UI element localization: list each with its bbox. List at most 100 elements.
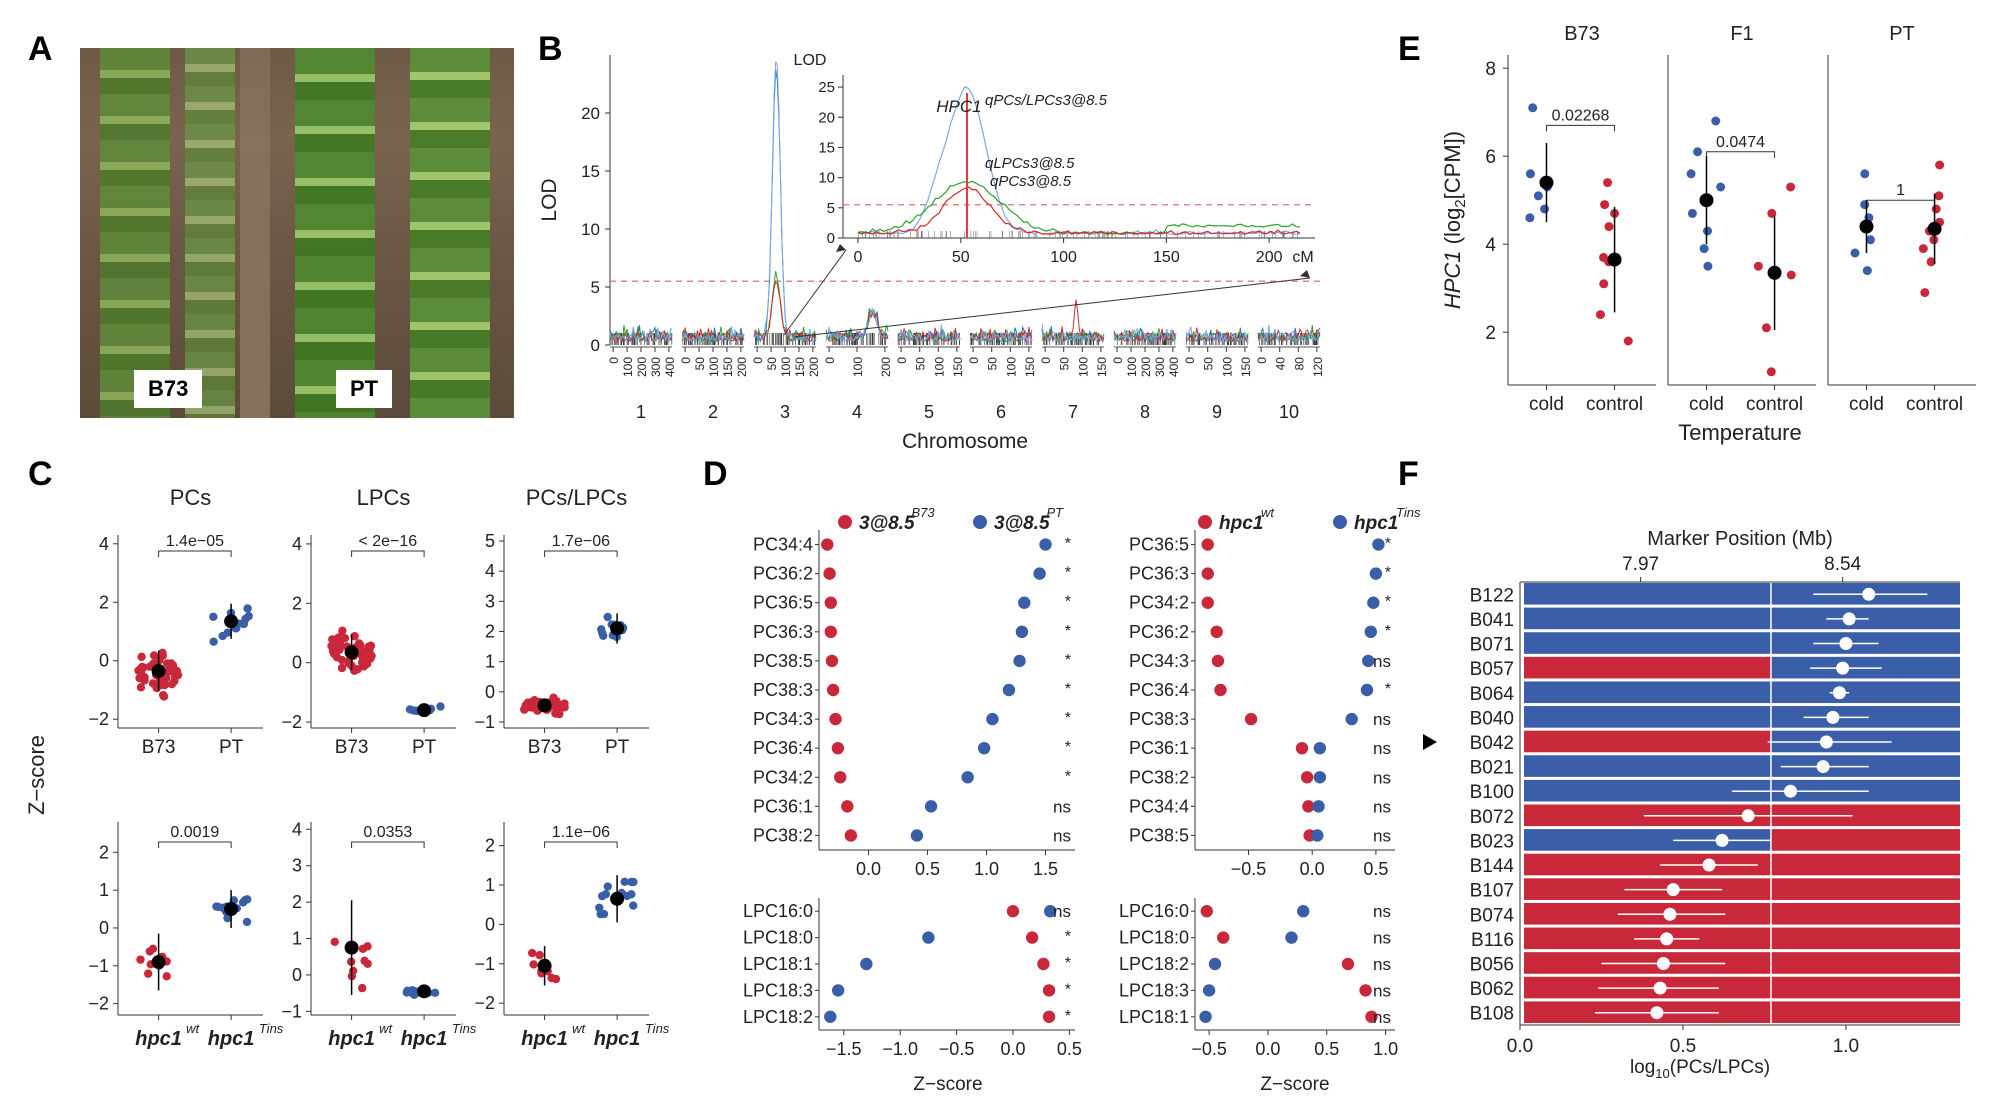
y-tick-label: 15 — [581, 162, 600, 181]
zscore-point-blue — [1033, 567, 1046, 580]
zscore-point-red — [1341, 957, 1355, 971]
category-label: control — [1906, 394, 1963, 415]
inset-background — [843, 75, 1315, 238]
zscore-point-blue — [1372, 538, 1385, 551]
data-point — [1850, 248, 1860, 258]
significance-mark: ns — [1373, 1008, 1391, 1027]
zscore-point-blue — [922, 931, 935, 944]
data-point — [162, 972, 171, 981]
y-tick-label: 2 — [292, 593, 302, 613]
data-point — [1686, 169, 1696, 179]
mean-point — [1656, 956, 1670, 970]
category-label: B73 — [528, 737, 562, 758]
mean-point — [1699, 193, 1714, 208]
mean-point — [610, 891, 625, 906]
x-tick-label: 150 — [721, 357, 735, 377]
chromosome-label: 6 — [996, 402, 1006, 422]
y-tick-label: −2 — [281, 712, 302, 732]
data-point — [1693, 147, 1703, 157]
data-point — [1703, 226, 1713, 236]
mean-point — [344, 940, 359, 955]
haplotype-segment-left — [1524, 632, 1771, 654]
significance-bracket — [1545, 124, 1616, 132]
data-point — [629, 877, 638, 887]
zscore-point-red — [1006, 905, 1020, 918]
x-tick-label: 1.5 — [1033, 859, 1058, 879]
lod-curve — [753, 271, 817, 343]
data-point — [526, 699, 535, 709]
significance-mark: * — [1065, 929, 1071, 946]
data-point — [350, 632, 359, 641]
y-tick-label: 20 — [581, 104, 600, 123]
data-point — [158, 648, 167, 658]
zscore-point-blue — [1208, 957, 1222, 971]
zscore-point-blue — [1311, 829, 1324, 842]
haplotype-segment-left — [1524, 779, 1771, 802]
line-label: B108 — [1470, 1004, 1514, 1025]
data-point — [336, 640, 345, 649]
y-tick-label: −1 — [88, 956, 109, 976]
significance-mark: * — [1385, 623, 1391, 640]
data-point — [143, 969, 153, 978]
significance-mark: * — [1065, 739, 1071, 756]
category-label: cold — [1849, 394, 1884, 415]
x-axis-title-part: 10 — [1655, 1066, 1669, 1081]
significance-mark: ns — [1053, 826, 1071, 845]
lipid-label: PC36:5 — [753, 593, 813, 613]
y-tick-label: 0 — [485, 682, 495, 702]
lod-curve — [1113, 327, 1177, 343]
y-tick-label: 0 — [591, 336, 600, 355]
lipid-label: PC38:5 — [753, 651, 813, 671]
significance-mark: ns — [1373, 768, 1391, 787]
zscore-point-blue — [824, 1010, 837, 1023]
zscore-point-red — [826, 683, 840, 697]
data-point — [167, 679, 177, 689]
line-label: B122 — [1470, 585, 1514, 606]
line-label: B144 — [1470, 856, 1515, 877]
zscore-point-red — [1210, 625, 1223, 639]
y-tick-label: 2 — [485, 622, 495, 642]
zscore-point-red — [1365, 1010, 1378, 1023]
data-point — [1687, 208, 1697, 218]
haplotype-segment-right — [1770, 927, 1960, 950]
maize-row — [410, 48, 490, 418]
significance-mark: ns — [1373, 739, 1391, 758]
x-tick-label: 50 — [693, 357, 707, 371]
significance-mark: ns — [1373, 929, 1391, 948]
data-point — [135, 665, 144, 675]
dot-plot-right-top: PC36:5 * PC36:3 * PC34:2 * PC36:2 * PC34:3 ns PC36… — [1129, 530, 1395, 879]
significance-bracket — [544, 550, 618, 557]
x-tick-label: 0.0 — [1000, 1039, 1025, 1059]
x-axis-title: Z−score — [913, 1074, 982, 1095]
arrow-head — [836, 244, 846, 252]
y-axis-title-part: (log — [1440, 208, 1465, 251]
y-tick-label: 3 — [485, 591, 495, 611]
highlight-arrow — [1423, 733, 1437, 750]
panel-label-f: F — [1398, 455, 1419, 493]
x-tick-label: 0 — [823, 357, 837, 364]
y-tick-label: 10 — [581, 220, 600, 239]
y-axis-title: LOD — [538, 178, 561, 221]
significance-mark: * — [1065, 652, 1071, 669]
mean-point — [1767, 265, 1782, 280]
haplotype-segment-right — [1770, 1001, 1960, 1023]
data-point — [155, 655, 164, 665]
mean-point — [1666, 883, 1680, 897]
data-point — [243, 604, 252, 613]
x-tick-label: 0 — [1183, 357, 1197, 364]
lipid-label: PC36:4 — [753, 738, 813, 758]
lipid-label: PC36:1 — [753, 796, 813, 816]
legend-swatch — [1333, 515, 1347, 529]
x-tick-label: 1.0 — [974, 859, 999, 879]
zscore-point-red — [1211, 654, 1225, 668]
qtl-label: qLPCs3@8.5 — [985, 155, 1075, 172]
x-axis-title-part: (PCs/LPCs) — [1670, 1057, 1770, 1078]
y-tick-label: 0 — [99, 651, 109, 671]
y-axis-title-part: HPC1 — [1440, 250, 1465, 309]
x-tick-label: 0 — [1111, 357, 1125, 364]
lod-curve — [753, 280, 817, 343]
data-point — [597, 625, 606, 634]
lod-curve — [1113, 328, 1177, 342]
haplotype-segment-left — [1524, 755, 1771, 777]
lod-curve — [969, 326, 1033, 343]
